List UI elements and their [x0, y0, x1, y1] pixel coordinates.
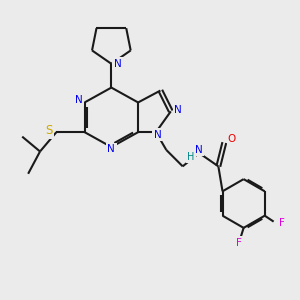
- Text: N: N: [75, 95, 83, 105]
- Text: F: F: [236, 238, 242, 248]
- Text: O: O: [228, 134, 236, 144]
- Text: S: S: [45, 124, 53, 137]
- Text: N: N: [174, 105, 182, 115]
- Text: N: N: [114, 59, 122, 69]
- Text: H: H: [187, 152, 194, 161]
- Text: N: N: [195, 145, 203, 155]
- Text: N: N: [154, 130, 161, 140]
- Text: F: F: [279, 218, 285, 228]
- Text: N: N: [107, 144, 115, 154]
